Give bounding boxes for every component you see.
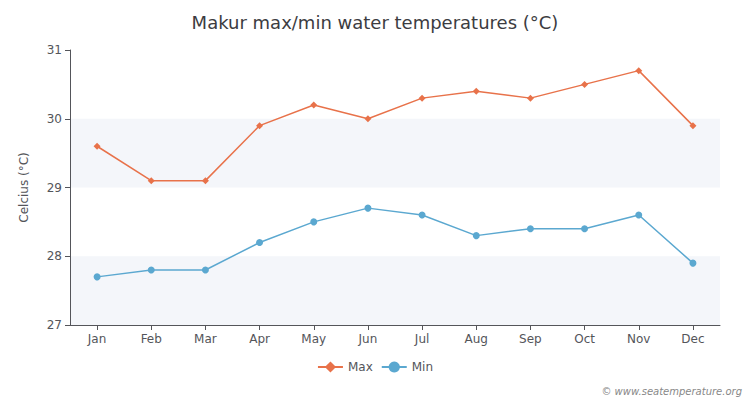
svg-text:Jul: Jul <box>414 332 429 346</box>
svg-text:28: 28 <box>47 249 62 263</box>
svg-text:Aug: Aug <box>465 332 488 346</box>
svg-text:29: 29 <box>47 181 62 195</box>
svg-text:Feb: Feb <box>141 332 162 346</box>
svg-text:© www.seatemperature.org: © www.seatemperature.org <box>601 386 742 397</box>
svg-text:30: 30 <box>47 112 62 126</box>
svg-text:Max: Max <box>348 360 373 374</box>
svg-text:Apr: Apr <box>249 332 270 346</box>
svg-text:Dec: Dec <box>681 332 704 346</box>
svg-text:27: 27 <box>47 318 62 332</box>
svg-text:Sep: Sep <box>519 332 542 346</box>
svg-text:Nov: Nov <box>627 332 650 346</box>
svg-text:Jan: Jan <box>87 332 107 346</box>
svg-text:Mar: Mar <box>194 332 217 346</box>
svg-text:Jun: Jun <box>358 332 378 346</box>
svg-text:May: May <box>301 332 326 346</box>
svg-text:Min: Min <box>412 360 433 374</box>
svg-text:Celcius (°C): Celcius (°C) <box>17 152 31 222</box>
svg-text:Makur max/min water temperatur: Makur max/min water temperatures (°C) <box>192 12 559 33</box>
svg-text:Oct: Oct <box>574 332 595 346</box>
svg-text:31: 31 <box>47 43 62 57</box>
